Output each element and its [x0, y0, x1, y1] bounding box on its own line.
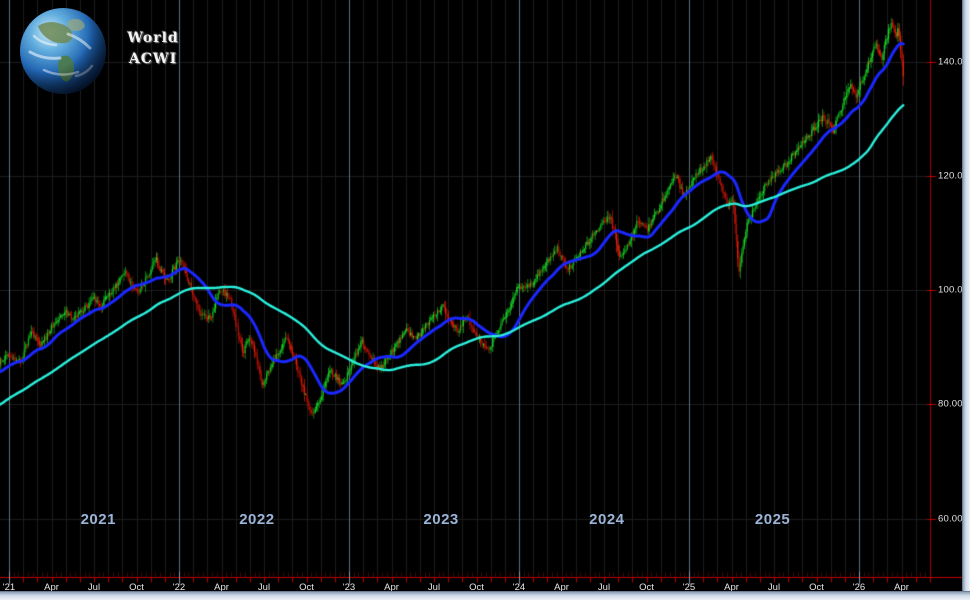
instrument-title-line2: ACWI: [128, 51, 178, 67]
instrument-title: World ACWI: [118, 28, 188, 70]
earth-globe-icon: [18, 6, 108, 101]
instrument-logo: World ACWI: [18, 6, 188, 101]
instrument-title-line1: World: [127, 30, 179, 46]
window-edge-bottom: [0, 591, 970, 600]
window-edge-right: [962, 0, 970, 600]
